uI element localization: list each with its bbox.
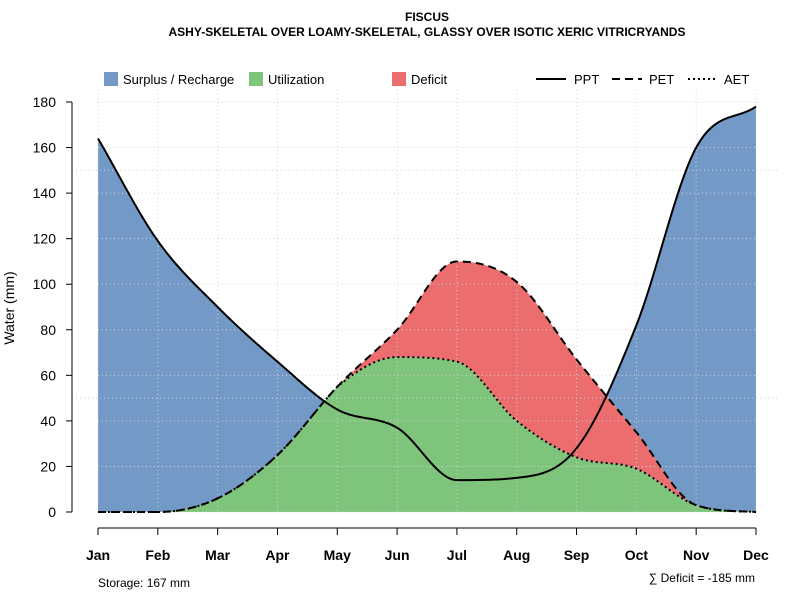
utilization-area bbox=[98, 357, 756, 512]
legend-label-ppt: PPT bbox=[574, 72, 599, 87]
x-tick-label-feb: Feb bbox=[145, 547, 170, 563]
y-tick-label-100: 100 bbox=[33, 276, 57, 292]
x-tick-label-jul: Jul bbox=[447, 547, 467, 563]
x-tick-label-jan: Jan bbox=[86, 547, 110, 563]
storage-note: Storage: 167 mm bbox=[98, 576, 190, 590]
legend-label-deficit: Deficit bbox=[411, 72, 448, 87]
legend-swatch-deficit bbox=[392, 72, 406, 86]
series-line-aet bbox=[98, 356, 757, 513]
line-layer bbox=[97, 105, 757, 513]
deficit-note: ∑ Deficit = -185 mm bbox=[649, 571, 755, 585]
x-tick-label-mar: Mar bbox=[205, 547, 230, 563]
x-tick-label-may: May bbox=[324, 547, 351, 563]
deficit-area bbox=[98, 261, 756, 512]
legend-swatch-utilization bbox=[249, 72, 263, 86]
x-tick-label-aug: Aug bbox=[503, 547, 530, 563]
surplus-area bbox=[98, 106, 756, 512]
y-tick-label-60: 60 bbox=[40, 367, 56, 383]
x-tick-label-dec: Dec bbox=[743, 547, 769, 563]
grid-layer bbox=[72, 90, 780, 513]
legend: Surplus / Recharge Utilization Deficit P… bbox=[104, 72, 749, 87]
legend-label-utilization: Utilization bbox=[268, 72, 324, 87]
legend-label-aet: AET bbox=[724, 72, 749, 87]
x-tick-label-jun: Jun bbox=[385, 547, 410, 563]
y-tick-label-160: 160 bbox=[33, 140, 57, 156]
area-layer bbox=[98, 106, 756, 512]
chart-title: FISCUS bbox=[405, 10, 449, 24]
legend-label-surplus: Surplus / Recharge bbox=[123, 72, 234, 87]
y-tick-label-20: 20 bbox=[40, 458, 56, 474]
y-tick-label-180: 180 bbox=[33, 94, 57, 110]
y-tick-label-80: 80 bbox=[40, 322, 56, 338]
x-tick-label-sep: Sep bbox=[564, 547, 590, 563]
x-tick-label-apr: Apr bbox=[265, 547, 290, 563]
y-tick-label-0: 0 bbox=[48, 504, 56, 520]
y-tick-label-120: 120 bbox=[33, 231, 57, 247]
y-tick-label-140: 140 bbox=[33, 185, 57, 201]
y-tick-label-40: 40 bbox=[40, 413, 56, 429]
series-line-ppt bbox=[97, 105, 757, 482]
chart-subtitle: ASHY-SKELETAL OVER LOAMY-SKELETAL, GLASS… bbox=[169, 25, 686, 39]
x-tick-label-oct: Oct bbox=[625, 547, 649, 563]
axes-layer: 0 20 40 60 80 100 120 140 160 180 Jan Feb Mar Apr May J… bbox=[33, 94, 769, 563]
legend-label-pet: PET bbox=[649, 72, 674, 87]
legend-swatch-surplus bbox=[104, 72, 118, 86]
x-tick-label-nov: Nov bbox=[683, 547, 710, 563]
y-axis-label: Water (mm) bbox=[1, 271, 17, 344]
